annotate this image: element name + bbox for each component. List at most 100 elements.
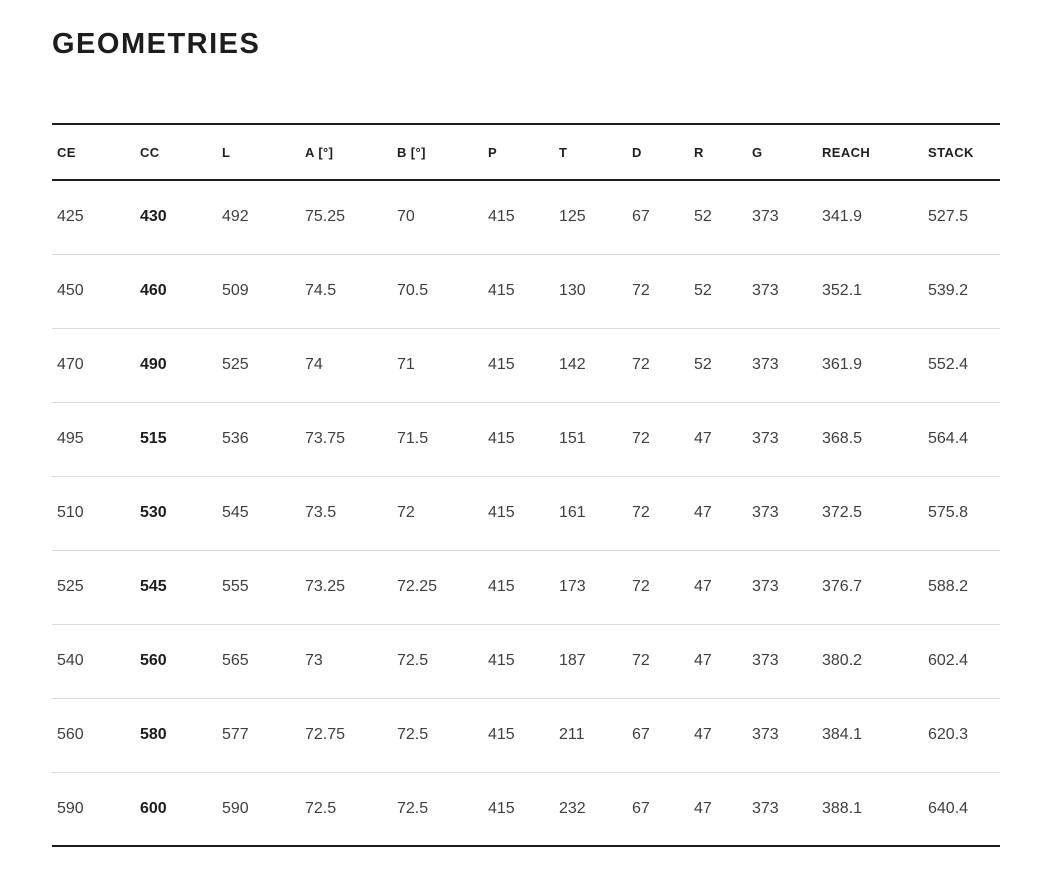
table-cell: 415 <box>483 697 554 772</box>
table-cell: 72 <box>627 401 689 476</box>
table-cell: 525 <box>52 549 135 624</box>
table-cell: 560 <box>52 697 135 772</box>
table-cell: 130 <box>554 253 627 328</box>
table-cell: 602.4 <box>923 623 1000 698</box>
table-cell: 47 <box>689 623 747 698</box>
page: GEOMETRIES CE CC L A [°] B [°] P T D R G REACH STAC… <box>52 28 1000 847</box>
table-cell: 72.5 <box>300 771 392 846</box>
table-cell: 72.25 <box>392 549 483 624</box>
table-cell: 47 <box>689 549 747 624</box>
column-header-g: G <box>747 124 817 181</box>
table-cell: 72 <box>627 549 689 624</box>
column-header-a: A [°] <box>300 124 392 181</box>
column-header-cc: CC <box>135 124 217 181</box>
header-row: CE CC L A [°] B [°] P T D R G REACH STACK <box>52 124 1000 181</box>
table-cell: 588.2 <box>923 549 1000 624</box>
table-cell: 620.3 <box>923 697 1000 772</box>
table-cell: 361.9 <box>817 327 923 402</box>
table-cell: 373 <box>747 327 817 402</box>
table-cell: 368.5 <box>817 401 923 476</box>
table-cell: 492 <box>222 208 249 226</box>
table-cell: 352.1 <box>817 253 923 328</box>
table-cell: 72 <box>627 327 689 402</box>
table-cell: 545 <box>217 475 300 550</box>
table-cell: 67 <box>627 771 689 846</box>
table-cell: 73.75 <box>300 401 392 476</box>
table-cell: 72 <box>392 475 483 550</box>
table-cell: 47 <box>689 401 747 476</box>
table-cell: 415 <box>483 327 554 402</box>
table-cell: 47 <box>689 771 747 846</box>
table-row: 560 580 577 72.75 72.5 415 211 67 47 373 384.1 620.… <box>52 697 1000 772</box>
table-cell: 71.5 <box>392 401 483 476</box>
table-cell: 530 <box>135 475 217 550</box>
table-cell: 74.5 <box>300 253 392 328</box>
column-header-d: D <box>627 124 689 181</box>
table-cell: 72.5 <box>392 623 483 698</box>
table-cell: 515 <box>135 401 217 476</box>
table-cell: 72.5 <box>392 697 483 772</box>
table-cell: 373 <box>747 475 817 550</box>
table-cell: 384.1 <box>817 697 923 772</box>
table-cell: 490 <box>135 327 217 402</box>
table-cell: 460 <box>135 253 217 328</box>
table-cell: 372.5 <box>817 475 923 550</box>
table-cell: 509 <box>217 253 300 328</box>
table-cell: 232 <box>554 771 627 846</box>
table-cell: 527.5 <box>928 208 969 226</box>
table-cell: 373 <box>747 253 817 328</box>
column-header-t: T <box>554 124 627 181</box>
table-cell: 600 <box>135 771 217 846</box>
table-cell: 555 <box>217 549 300 624</box>
table-cell: 575.8 <box>923 475 1000 550</box>
table-cell: 560 <box>135 623 217 698</box>
table-cell: 380.2 <box>817 623 923 698</box>
table-row: 510 530 545 73.5 72 415 161 72 47 373 372.5 575.8 <box>52 475 1000 550</box>
table-cell: 539.2 <box>923 253 1000 328</box>
page-title: GEOMETRIES <box>52 28 261 60</box>
table-cell: 373 <box>747 549 817 624</box>
column-header-l: L <box>217 124 300 181</box>
geometry-table-body: 425 430 492 75.25 70 415 125 67 52 373 341.9 527.5 4… <box>52 180 1000 846</box>
table-cell: 415 <box>483 623 554 698</box>
table-cell: 341.9 <box>822 208 863 226</box>
table-cell: 415 <box>483 475 554 550</box>
column-header-p: P <box>483 124 554 181</box>
geometry-table: CE CC L A [°] B [°] P T D R G REACH STACK 425 430 492… <box>52 123 1000 847</box>
table-cell: 415 <box>483 253 554 328</box>
table-cell: 415 <box>483 401 554 476</box>
table-cell: 72.5 <box>392 771 483 846</box>
table-cell: 373 <box>747 623 817 698</box>
table-cell: 552.4 <box>923 327 1000 402</box>
table-cell: 67 <box>627 697 689 772</box>
table-cell: 580 <box>135 697 217 772</box>
table-cell: 211 <box>554 697 627 772</box>
table-cell: 47 <box>689 697 747 772</box>
table-cell: 70 <box>397 208 415 226</box>
table-cell: 72 <box>627 623 689 698</box>
table-cell: 173 <box>554 549 627 624</box>
table-cell: 67 <box>632 208 650 226</box>
table-cell: 415 <box>483 549 554 624</box>
column-header-reach: REACH <box>817 124 923 181</box>
column-header-ce: CE <box>52 124 135 181</box>
table-cell: 540 <box>52 623 135 698</box>
table-cell: 74 <box>300 327 392 402</box>
table-cell: 373 <box>747 401 817 476</box>
table-cell: 151 <box>554 401 627 476</box>
table-cell: 590 <box>52 771 135 846</box>
table-cell: 590 <box>217 771 300 846</box>
table-cell: 450 <box>52 253 135 328</box>
table-cell: 495 <box>52 401 135 476</box>
table-cell: 470 <box>52 327 135 402</box>
table-row: 450 460 509 74.5 70.5 415 130 72 52 373 352.1 539.2 <box>52 253 1000 328</box>
column-header-stack: STACK <box>923 124 1000 181</box>
table-cell: 73.25 <box>300 549 392 624</box>
table-row: 540 560 565 73 72.5 415 187 72 47 373 380.2 602.4 <box>52 623 1000 698</box>
table-cell: 72 <box>627 253 689 328</box>
table-cell: 373 <box>752 208 779 226</box>
table-row: 470 490 525 74 71 415 142 72 52 373 361.9 552.4 <box>52 327 1000 402</box>
table-cell: 70.5 <box>392 253 483 328</box>
table-cell: 125 <box>559 208 586 226</box>
table-cell: 510 <box>52 475 135 550</box>
